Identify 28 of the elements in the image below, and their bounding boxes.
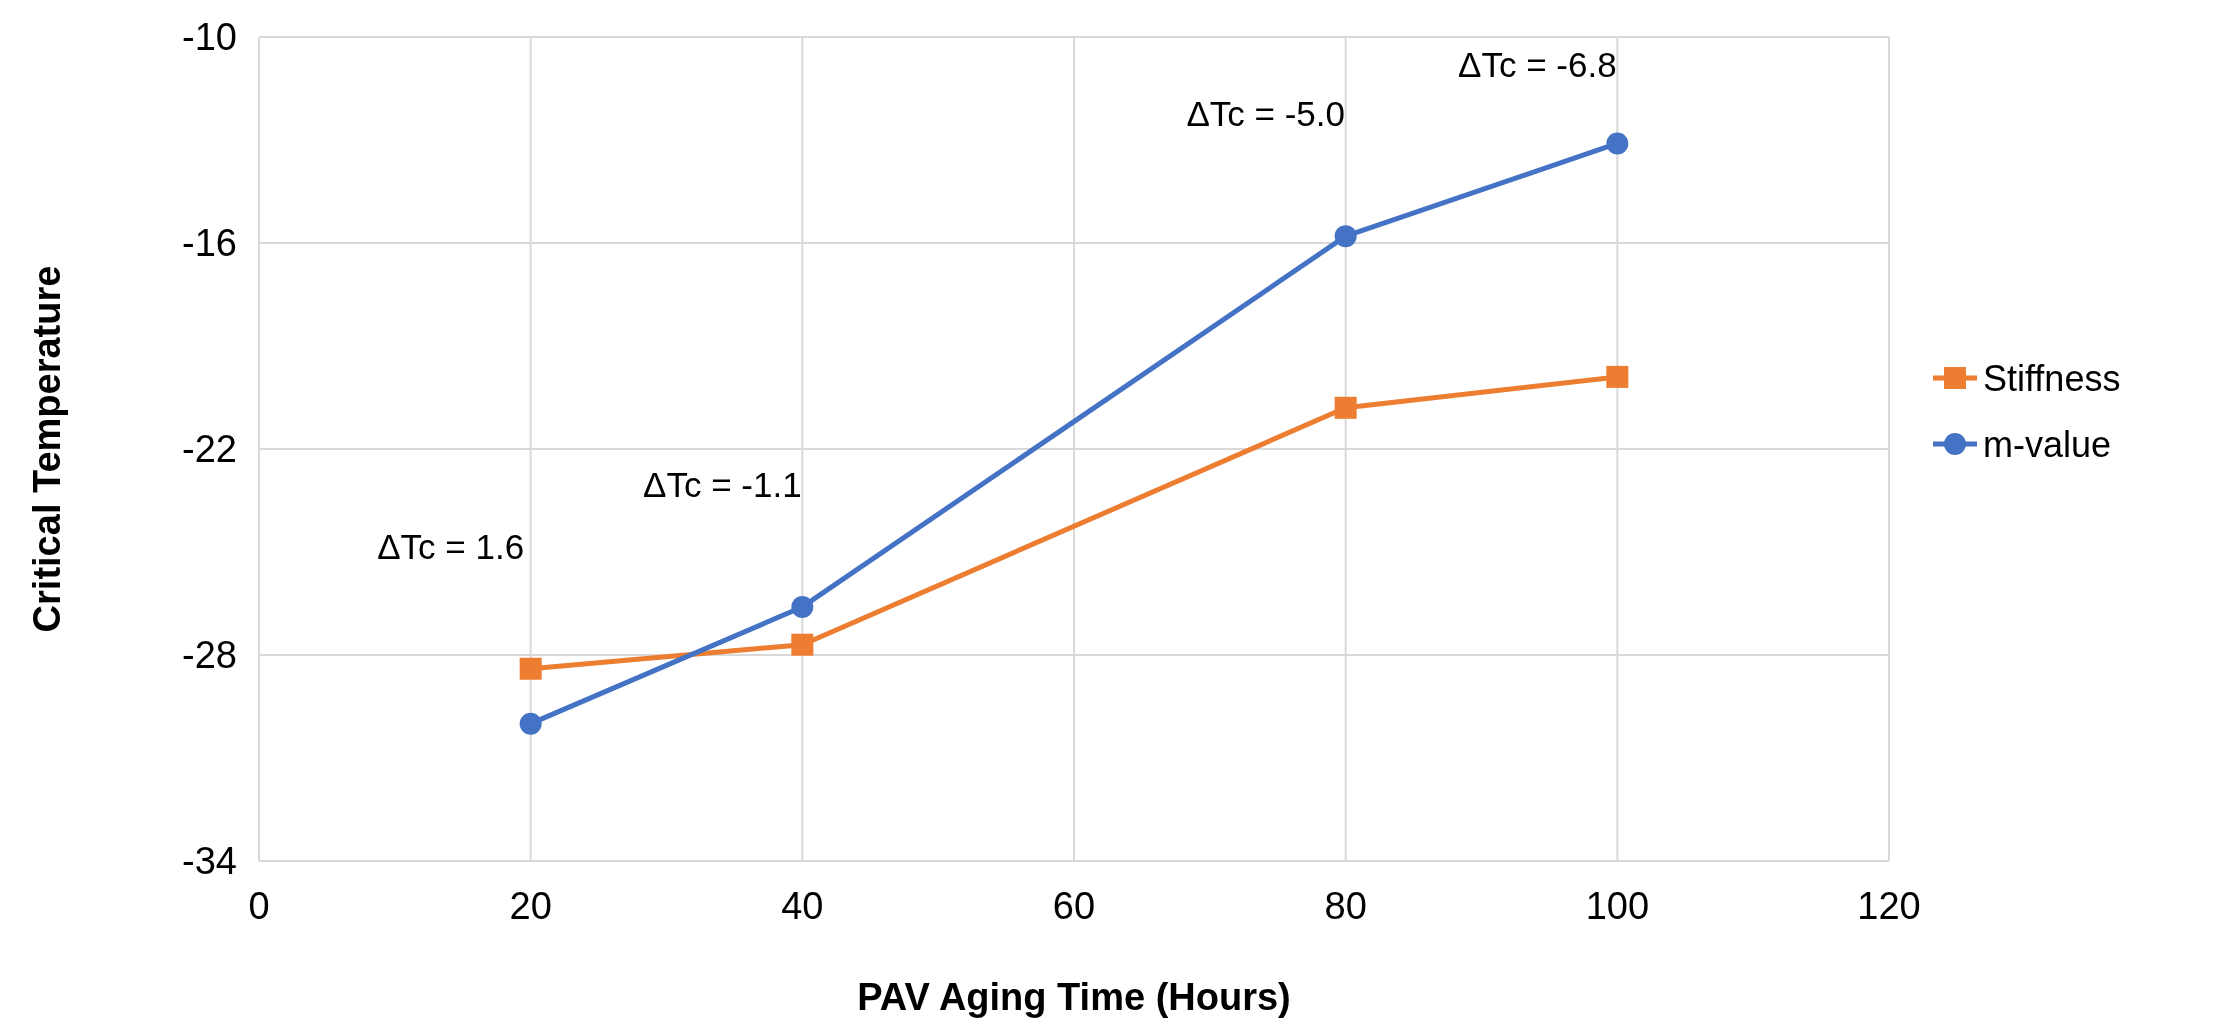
y-tick-label: -10 (182, 16, 237, 58)
point (791, 595, 814, 618)
x-tick-label: 80 (1324, 885, 1367, 927)
legend-label: Stiffness (1983, 358, 2121, 399)
x-tick-label: 20 (509, 885, 552, 927)
x-tick-label: 40 (781, 885, 824, 927)
point (1334, 225, 1357, 248)
y-axis-title: Critical Temperature (26, 265, 68, 633)
legend-label: m-value (1983, 424, 2112, 465)
x-axis-title: PAV Aging Time (Hours) (857, 976, 1291, 1018)
point (519, 657, 542, 680)
point (1606, 365, 1629, 388)
annotation: ΔTc = -6.8 (1458, 45, 1617, 84)
x-tick-label: 60 (1052, 885, 1096, 927)
y-tick-label: -22 (182, 428, 237, 470)
y-tick-label: -16 (182, 222, 237, 264)
point (791, 633, 814, 656)
x-tick-label: 120 (1857, 885, 1921, 927)
annotation: ΔTc = -5.0 (1186, 94, 1345, 134)
y-tick-label: -28 (182, 634, 237, 676)
annotation: ΔTc = -1.1 (643, 464, 802, 504)
annotation: ΔTc = 1.6 (377, 526, 525, 566)
point (519, 712, 542, 735)
x-tick-label: 0 (248, 885, 270, 927)
y-tick-label: -34 (182, 840, 237, 882)
point (1606, 132, 1629, 155)
x-tick-label: 100 (1585, 885, 1650, 927)
point (1334, 396, 1357, 419)
